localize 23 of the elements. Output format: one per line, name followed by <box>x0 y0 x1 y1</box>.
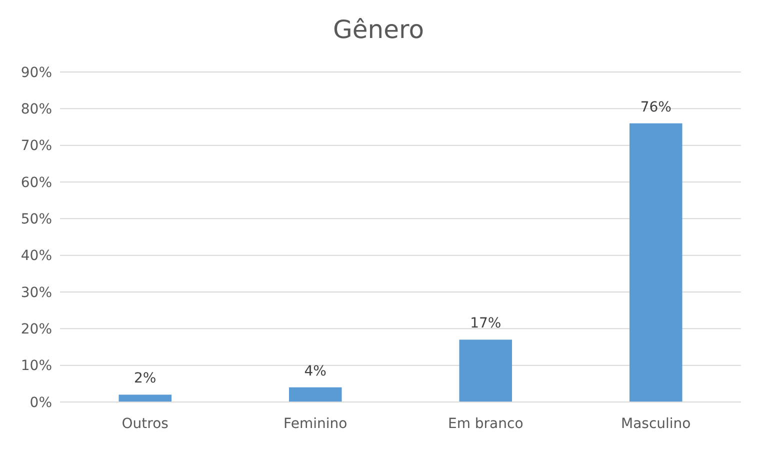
bar <box>459 340 512 402</box>
chart-title: Gênero <box>332 15 424 44</box>
y-tick-label: 10% <box>20 358 52 374</box>
y-tick-label: 0% <box>30 394 52 411</box>
data-label: 4% <box>304 363 326 380</box>
y-tick-label: 60% <box>20 174 52 191</box>
bar <box>629 123 682 402</box>
x-tick-label: Outros <box>122 416 168 432</box>
bar <box>118 394 172 402</box>
y-tick-label: 50% <box>20 212 52 228</box>
y-tick-label: 20% <box>20 322 52 338</box>
y-tick-label: 80% <box>20 102 52 118</box>
x-tick-label: Em branco <box>448 416 524 432</box>
y-tick-label: 40% <box>20 248 52 264</box>
x-tick-label: Feminino <box>284 416 348 432</box>
data-label: 2% <box>134 370 156 387</box>
data-label: 76% <box>640 99 672 116</box>
y-tick-label: 30% <box>20 284 52 301</box>
bar <box>288 387 342 402</box>
y-tick-label: 70% <box>20 138 52 154</box>
x-tick-label: Masculino <box>621 416 691 432</box>
data-label: 17% <box>470 316 502 332</box>
y-tick-label: 90% <box>20 64 52 81</box>
